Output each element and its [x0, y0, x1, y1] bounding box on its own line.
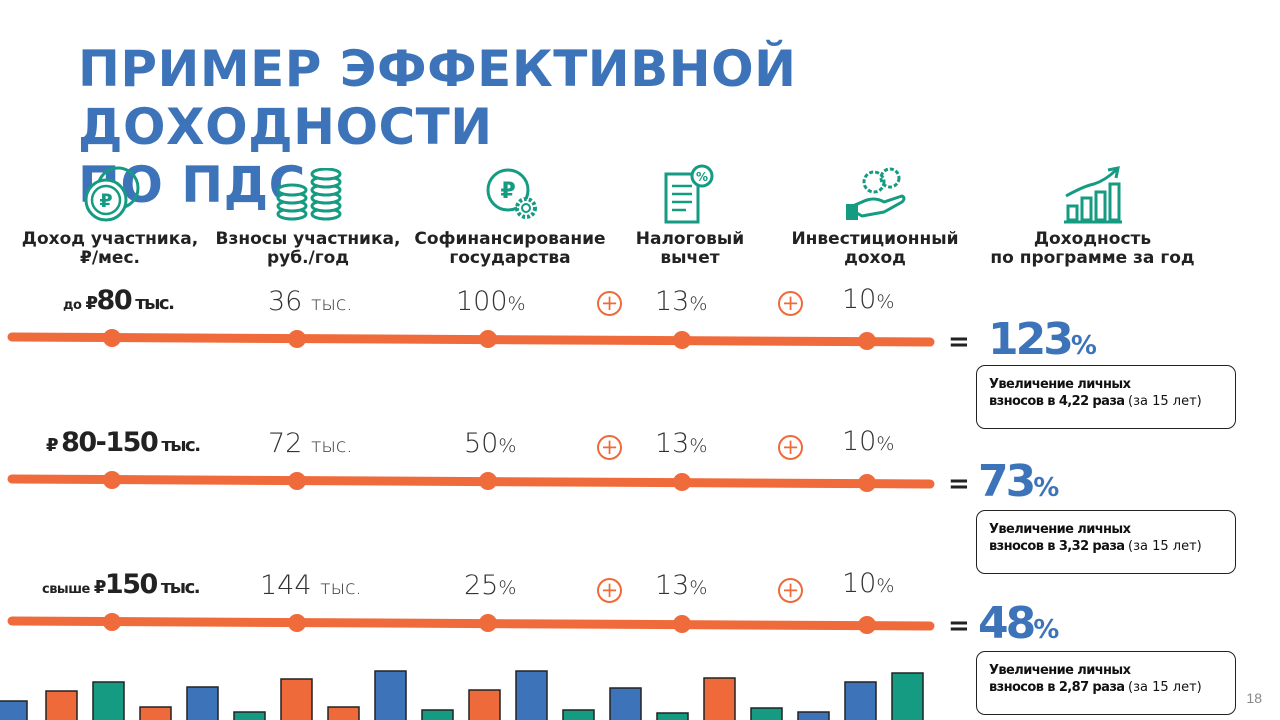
- col-head-tax: Налоговый вычет: [635, 229, 745, 268]
- row3-contribution: 144 тыс.: [260, 570, 362, 601]
- track-dot: [479, 614, 497, 632]
- track-dot: [288, 330, 306, 348]
- plus-icon: +: [597, 435, 622, 460]
- row3-tax: 13%: [655, 570, 708, 601]
- track-dot: [858, 616, 876, 634]
- plus-icon: +: [778, 435, 803, 460]
- svg-text:%: %: [696, 170, 708, 184]
- decor-bar: [421, 709, 454, 720]
- decor-bar: [891, 672, 924, 720]
- decor-bar: [656, 712, 689, 720]
- track-dot: [673, 473, 691, 491]
- track-dot: [288, 614, 306, 632]
- track-dot: [103, 613, 121, 631]
- track-line-3: [7, 616, 935, 631]
- row1-cofinancing: 100%: [456, 286, 526, 317]
- decor-bar: [797, 711, 830, 720]
- equals-sign: =: [948, 327, 970, 357]
- row2-income: ₽ 80-150 тыс.: [46, 427, 201, 458]
- decor-bar: [562, 709, 595, 720]
- track-line-2: [7, 474, 935, 489]
- col-head-invest: Инвестиционный доход: [791, 229, 959, 268]
- track-dot: [479, 472, 497, 490]
- decor-bar: [468, 689, 501, 720]
- track-dot: [858, 332, 876, 350]
- equals-sign: =: [948, 469, 970, 499]
- decor-bar: [327, 706, 360, 720]
- row1-result: 123%: [988, 314, 1097, 365]
- decor-bar: [280, 678, 313, 720]
- decor-bar: [515, 670, 548, 720]
- plus-icon: +: [778, 578, 803, 603]
- decor-bar: [186, 686, 219, 720]
- col-head-contributions: Взносы участника, руб./год: [215, 229, 401, 268]
- title-line-1: ПРИМЕР ЭФФЕКТИВНОЙ ДОХОДНОСТИ: [78, 40, 797, 156]
- decor-bar: [233, 711, 266, 720]
- decor-bar: [750, 707, 783, 720]
- track-line-1: [7, 332, 935, 347]
- col-head-yield: Доходность по программе за год: [990, 229, 1195, 268]
- decor-bar: [139, 706, 172, 720]
- row2-cofinancing: 50%: [464, 428, 517, 459]
- decor-bar: [92, 681, 125, 720]
- row2-tax: 13%: [655, 428, 708, 459]
- track-dot: [103, 329, 121, 347]
- col-head-income: Доход участника, ₽/мес.: [21, 229, 199, 268]
- col-head-cofinancing: Софинансирование государства: [414, 229, 606, 268]
- svg-text:₽: ₽: [99, 190, 112, 212]
- row3-income: свыше ₽150 тыс.: [42, 569, 201, 600]
- row3-cofinancing: 25%: [464, 570, 517, 601]
- row3-result: 48%: [978, 598, 1060, 649]
- ruble-gear-icon: ₽: [486, 168, 537, 219]
- row2-invest: 10%: [842, 426, 895, 457]
- growth-chart-icon: [1064, 166, 1122, 224]
- svg-text:₽: ₽: [500, 179, 515, 204]
- row1-income: до ₽80 тыс.: [63, 285, 175, 316]
- decor-bar: [374, 670, 407, 720]
- row2-result: 73%: [978, 456, 1060, 507]
- hand-coins-icon: [846, 167, 906, 220]
- equals-sign: =: [948, 611, 970, 641]
- page-title: ПРИМЕР ЭФФЕКТИВНОЙ ДОХОДНОСТИ ПО ПДС: [78, 40, 1228, 214]
- row1-invest: 10%: [842, 284, 895, 315]
- decor-bar: [844, 681, 877, 720]
- decor-bar: [0, 700, 28, 720]
- plus-icon: +: [778, 291, 803, 316]
- plus-icon: +: [597, 578, 622, 603]
- row1-contribution: 36 тыс.: [268, 286, 353, 317]
- tax-document-icon: %: [664, 164, 714, 224]
- decor-bar: [609, 687, 642, 720]
- track-dot: [103, 471, 121, 489]
- ruble-coins-icon: ₽: [84, 166, 140, 222]
- track-dot: [479, 330, 497, 348]
- row3-invest: 10%: [842, 568, 895, 599]
- row1-note: Увеличение личных взносов в 4,22 раза (з…: [976, 365, 1236, 429]
- decor-bar: [703, 677, 736, 720]
- row2-contribution: 72 тыс.: [268, 428, 353, 459]
- coin-stacks-icon: [276, 168, 342, 221]
- track-dot: [288, 472, 306, 490]
- row2-note: Увеличение личных взносов в 3,32 раза (з…: [976, 510, 1236, 574]
- track-dot: [673, 615, 691, 633]
- row3-note: Увеличение личных взносов в 2,87 раза (з…: [976, 651, 1236, 715]
- track-dot: [673, 331, 691, 349]
- page-number: 18: [1246, 690, 1262, 706]
- decor-bar: [45, 690, 78, 720]
- row1-tax: 13%: [655, 286, 708, 317]
- plus-icon: +: [597, 291, 622, 316]
- track-dot: [858, 474, 876, 492]
